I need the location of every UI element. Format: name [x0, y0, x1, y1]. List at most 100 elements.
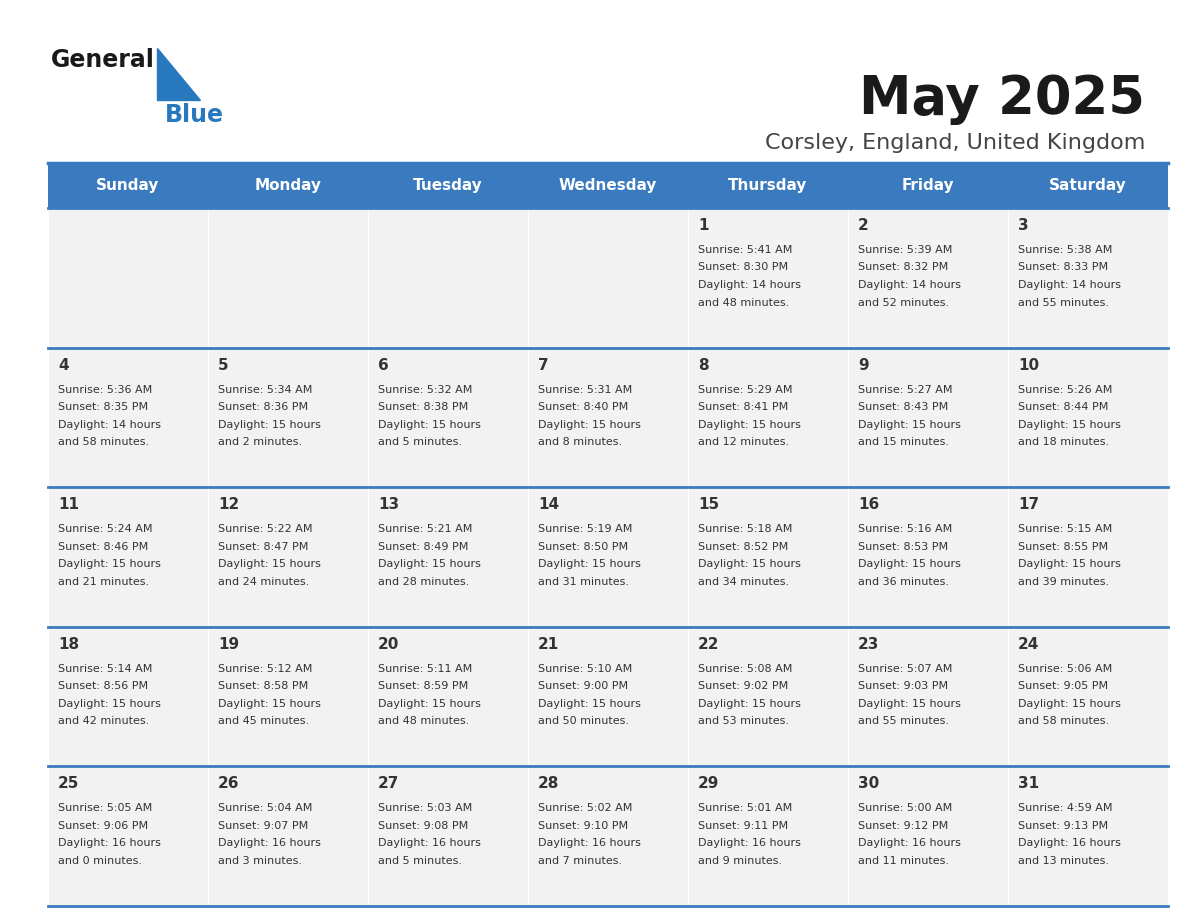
- Text: 15: 15: [699, 498, 719, 512]
- Text: and 34 minutes.: and 34 minutes.: [699, 577, 789, 587]
- Text: Daylight: 15 hours: Daylight: 15 hours: [219, 420, 321, 430]
- Text: 19: 19: [219, 637, 239, 652]
- Bar: [1007, 163, 1168, 208]
- Text: 12: 12: [219, 498, 239, 512]
- Text: 21: 21: [538, 637, 560, 652]
- Bar: [48, 627, 208, 767]
- Text: 7: 7: [538, 358, 549, 373]
- Text: 6: 6: [378, 358, 388, 373]
- Text: 24: 24: [1018, 637, 1040, 652]
- Bar: [527, 163, 688, 208]
- Text: Daylight: 15 hours: Daylight: 15 hours: [1018, 699, 1120, 709]
- Text: 10: 10: [1018, 358, 1040, 373]
- Text: Sunrise: 5:18 AM: Sunrise: 5:18 AM: [699, 524, 792, 534]
- Text: Daylight: 15 hours: Daylight: 15 hours: [58, 559, 160, 569]
- Bar: [527, 767, 688, 906]
- Bar: [48, 163, 208, 208]
- Text: and 58 minutes.: and 58 minutes.: [58, 437, 150, 447]
- Text: Daylight: 16 hours: Daylight: 16 hours: [378, 838, 481, 848]
- Bar: [688, 163, 848, 208]
- Text: and 3 minutes.: and 3 minutes.: [219, 856, 302, 866]
- Bar: [688, 208, 848, 348]
- Text: Sunrise: 5:00 AM: Sunrise: 5:00 AM: [858, 803, 953, 813]
- Bar: [208, 163, 368, 208]
- Bar: [848, 348, 1007, 487]
- Text: General: General: [51, 48, 154, 72]
- Text: Sunrise: 5:26 AM: Sunrise: 5:26 AM: [1018, 385, 1112, 395]
- Text: Daylight: 15 hours: Daylight: 15 hours: [378, 699, 481, 709]
- Text: Friday: Friday: [902, 178, 954, 193]
- Text: 22: 22: [699, 637, 720, 652]
- Bar: [688, 487, 848, 627]
- Text: Sunrise: 5:12 AM: Sunrise: 5:12 AM: [219, 664, 312, 674]
- Text: Sunrise: 5:41 AM: Sunrise: 5:41 AM: [699, 245, 792, 255]
- Text: Sunset: 9:12 PM: Sunset: 9:12 PM: [858, 821, 948, 831]
- Text: and 15 minutes.: and 15 minutes.: [858, 437, 949, 447]
- Text: Sunset: 8:38 PM: Sunset: 8:38 PM: [378, 402, 468, 412]
- Text: Sunset: 8:58 PM: Sunset: 8:58 PM: [219, 681, 308, 691]
- Text: and 18 minutes.: and 18 minutes.: [1018, 437, 1110, 447]
- Text: Sunset: 9:10 PM: Sunset: 9:10 PM: [538, 821, 628, 831]
- Text: Daylight: 15 hours: Daylight: 15 hours: [378, 559, 481, 569]
- Text: and 31 minutes.: and 31 minutes.: [538, 577, 628, 587]
- Text: Sunrise: 5:34 AM: Sunrise: 5:34 AM: [219, 385, 312, 395]
- Text: 20: 20: [378, 637, 399, 652]
- Text: 28: 28: [538, 777, 560, 791]
- Text: Daylight: 16 hours: Daylight: 16 hours: [1018, 838, 1120, 848]
- Text: 11: 11: [58, 498, 78, 512]
- Text: and 55 minutes.: and 55 minutes.: [858, 716, 949, 726]
- Text: Daylight: 15 hours: Daylight: 15 hours: [1018, 420, 1120, 430]
- Text: and 48 minutes.: and 48 minutes.: [378, 716, 469, 726]
- Text: Sunset: 8:59 PM: Sunset: 8:59 PM: [378, 681, 468, 691]
- Bar: [688, 627, 848, 767]
- Text: Daylight: 15 hours: Daylight: 15 hours: [699, 420, 801, 430]
- Text: Daylight: 14 hours: Daylight: 14 hours: [858, 280, 961, 290]
- Text: 16: 16: [858, 498, 879, 512]
- Text: Daylight: 14 hours: Daylight: 14 hours: [1018, 280, 1121, 290]
- Text: Sunrise: 5:02 AM: Sunrise: 5:02 AM: [538, 803, 632, 813]
- Bar: [48, 487, 208, 627]
- Text: Sunrise: 5:01 AM: Sunrise: 5:01 AM: [699, 803, 792, 813]
- Text: Sunset: 9:11 PM: Sunset: 9:11 PM: [699, 821, 788, 831]
- Text: Daylight: 15 hours: Daylight: 15 hours: [858, 420, 961, 430]
- Text: Sunrise: 5:14 AM: Sunrise: 5:14 AM: [58, 664, 152, 674]
- Text: Tuesday: Tuesday: [413, 178, 482, 193]
- Text: Sunrise: 5:22 AM: Sunrise: 5:22 AM: [219, 524, 312, 534]
- Text: and 36 minutes.: and 36 minutes.: [858, 577, 949, 587]
- Text: and 53 minutes.: and 53 minutes.: [699, 716, 789, 726]
- Text: and 39 minutes.: and 39 minutes.: [1018, 577, 1110, 587]
- Text: Sunset: 8:41 PM: Sunset: 8:41 PM: [699, 402, 789, 412]
- Text: Sunrise: 5:08 AM: Sunrise: 5:08 AM: [699, 664, 792, 674]
- Bar: [208, 767, 368, 906]
- Text: Monday: Monday: [254, 178, 322, 193]
- Text: 18: 18: [58, 637, 80, 652]
- Text: Sunrise: 5:38 AM: Sunrise: 5:38 AM: [1018, 245, 1112, 255]
- Text: Sunset: 8:50 PM: Sunset: 8:50 PM: [538, 542, 628, 552]
- Text: Sunset: 8:46 PM: Sunset: 8:46 PM: [58, 542, 148, 552]
- Text: Sunrise: 5:19 AM: Sunrise: 5:19 AM: [538, 524, 632, 534]
- Text: Sunset: 9:03 PM: Sunset: 9:03 PM: [858, 681, 948, 691]
- Bar: [368, 208, 527, 348]
- Text: and 42 minutes.: and 42 minutes.: [58, 716, 150, 726]
- Text: Sunset: 8:55 PM: Sunset: 8:55 PM: [1018, 542, 1108, 552]
- Text: Sunrise: 5:05 AM: Sunrise: 5:05 AM: [58, 803, 152, 813]
- Text: Sunset: 8:33 PM: Sunset: 8:33 PM: [1018, 263, 1108, 273]
- Text: Daylight: 14 hours: Daylight: 14 hours: [699, 280, 801, 290]
- Bar: [368, 767, 527, 906]
- Bar: [208, 627, 368, 767]
- Text: Daylight: 15 hours: Daylight: 15 hours: [378, 420, 481, 430]
- Text: Sunrise: 5:16 AM: Sunrise: 5:16 AM: [858, 524, 953, 534]
- Text: Daylight: 15 hours: Daylight: 15 hours: [699, 559, 801, 569]
- Text: Sunset: 8:35 PM: Sunset: 8:35 PM: [58, 402, 148, 412]
- Text: Sunrise: 5:21 AM: Sunrise: 5:21 AM: [378, 524, 473, 534]
- Text: 9: 9: [858, 358, 868, 373]
- Bar: [1007, 487, 1168, 627]
- Text: Daylight: 15 hours: Daylight: 15 hours: [538, 559, 640, 569]
- Text: 5: 5: [219, 358, 228, 373]
- Text: Sunrise: 5:27 AM: Sunrise: 5:27 AM: [858, 385, 953, 395]
- Bar: [848, 627, 1007, 767]
- Text: Daylight: 15 hours: Daylight: 15 hours: [219, 699, 321, 709]
- Polygon shape: [157, 48, 200, 100]
- Text: 8: 8: [699, 358, 708, 373]
- Text: and 24 minutes.: and 24 minutes.: [219, 577, 309, 587]
